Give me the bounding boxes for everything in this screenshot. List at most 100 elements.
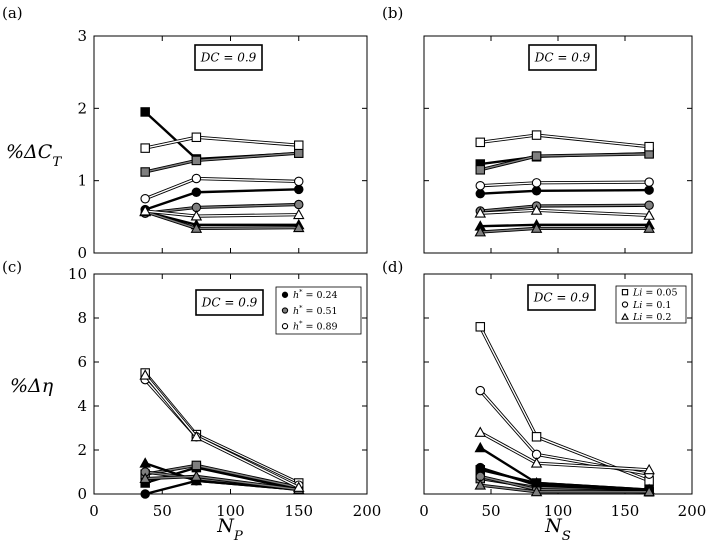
series-triangle-gray: [474, 479, 655, 497]
series-line: [479, 389, 650, 476]
data-point: [293, 184, 304, 195]
data-point: [474, 226, 487, 237]
y-tick-label: 0: [77, 244, 87, 262]
data-point: [530, 457, 543, 468]
data-point: [292, 208, 305, 220]
series-line: [480, 188, 650, 195]
x-axis-label: NP: [216, 515, 244, 544]
data-point: [292, 481, 305, 492]
y-tick-label: 1: [77, 172, 87, 190]
data-point: [643, 222, 655, 233]
legend-marker: [621, 312, 629, 320]
legend-frame: [275, 286, 362, 335]
y-axis-label: %ΔCT: [6, 141, 62, 170]
data-point: [531, 130, 542, 140]
legend-marker: [621, 301, 629, 308]
series-line-inner: [144, 372, 300, 484]
data-point: [644, 141, 654, 152]
data-point: [139, 457, 151, 468]
x-tick-label: 100: [216, 502, 245, 520]
data-point: [190, 222, 203, 233]
data-point: [530, 485, 543, 497]
x-tick-label: 150: [284, 502, 313, 520]
series-circle-black: [475, 185, 654, 199]
series-circle-white: [475, 177, 654, 191]
x-tick-label: 50: [153, 502, 172, 520]
legend-label: h* = 0.89: [293, 320, 338, 333]
data-point: [139, 205, 151, 216]
series-line: [144, 111, 299, 161]
data-point: [140, 107, 150, 117]
chart-panel-a: 0 1 2 3 DC = 0.9 (a) %ΔCT: [2, 4, 368, 262]
data-point: [644, 200, 654, 211]
y-tick-label: 6: [77, 353, 87, 371]
legend-label: h* = 0.24: [293, 288, 338, 301]
series-triangle-white: [139, 369, 305, 492]
series-line: [480, 133, 650, 149]
legend-marker: [281, 307, 289, 314]
annotation-box: DC = 0.9: [194, 44, 263, 71]
data-point: [293, 176, 304, 187]
data-point: [530, 222, 543, 233]
data-point: [644, 185, 654, 195]
data-point: [531, 186, 542, 196]
series-line: [480, 223, 650, 228]
x-tick-label: 100: [544, 502, 573, 520]
data-point: [475, 137, 486, 148]
data-point: [191, 187, 202, 197]
x-tick-label: 150: [611, 502, 640, 520]
data-point: [139, 472, 151, 484]
data-point: [191, 155, 202, 166]
data-point: [475, 188, 486, 199]
series-triangle-gray: [474, 222, 655, 237]
x-tick-label: 200: [678, 502, 706, 520]
series-triangle-white: [474, 204, 655, 220]
data-point: [292, 221, 305, 233]
data-point: [475, 385, 486, 396]
data-point: [531, 151, 542, 161]
x-tick-label: 200: [353, 502, 382, 520]
data-point: [531, 432, 542, 442]
data-point: [474, 207, 487, 218]
series-triangle-white: [474, 426, 655, 475]
panel-label: (a): [2, 4, 23, 22]
data-point: [643, 209, 655, 220]
series-square-white: [140, 132, 304, 153]
annotation-frame: [528, 44, 597, 71]
data-point: [191, 173, 202, 184]
legend-marker: [621, 289, 629, 296]
y-tick-label: 4: [77, 397, 87, 415]
legend-label: Li = 0.1: [632, 300, 671, 311]
y-axis-label: %Δη: [10, 375, 54, 397]
panel-label: (c): [2, 258, 22, 276]
annotation-frame: [195, 289, 264, 316]
data-point: [191, 132, 202, 143]
series-square-gray: [140, 148, 304, 177]
x-axis-label: NS: [544, 515, 571, 544]
panel-label: (b): [382, 4, 403, 22]
annotation-box: DC = 0.9: [527, 284, 596, 311]
legend-label: h* = 0.51: [293, 304, 338, 317]
data-point: [474, 441, 487, 453]
panel-label: (d): [382, 258, 403, 276]
data-point: [293, 148, 304, 158]
series-square-white: [475, 130, 654, 152]
data-point: [644, 177, 654, 187]
data-point: [190, 470, 203, 481]
data-point: [139, 369, 151, 380]
annotation-text: DC = 0.9: [200, 51, 257, 65]
data-point: [475, 462, 486, 473]
data-point: [190, 430, 203, 442]
data-point: [475, 180, 486, 191]
data-point: [140, 489, 150, 499]
series-triangle-white: [139, 205, 305, 221]
y-tick-label: 8: [77, 309, 87, 327]
data-point: [531, 178, 542, 188]
data-point: [140, 143, 150, 153]
x-tick-label: 0: [89, 502, 99, 520]
series-triangle-black: [474, 441, 655, 495]
series-line: [144, 176, 299, 201]
